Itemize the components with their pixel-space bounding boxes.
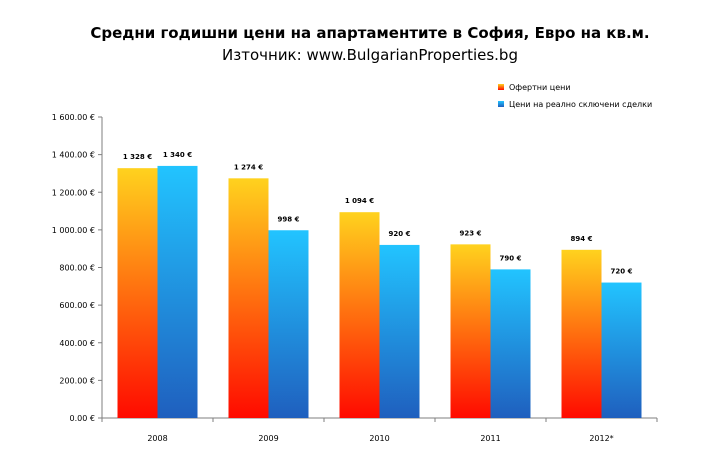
legend-swatch-deal — [498, 101, 504, 107]
legend-label-deal: Цени на реално сключени сделки — [509, 100, 652, 109]
bars — [117, 165, 642, 418]
x-tick-label: 2010 — [369, 434, 389, 443]
data-label: 998 € — [278, 215, 300, 223]
x-tick-label: 2012* — [589, 434, 613, 443]
bar-offer-2011 — [450, 244, 491, 418]
y-tick-label: 1 200.00 € — [52, 188, 95, 197]
data-label: 894 € — [571, 235, 593, 243]
y-tick-label: 1 000.00 € — [52, 226, 95, 235]
bar-offer-2012 — [561, 249, 602, 418]
y-tick-label: 200.00 € — [59, 376, 95, 385]
bar-deal-2009 — [268, 230, 309, 418]
data-labels: 1 328 € 1 340 € 1 274 € 998 € 1 094 € 920 € 92… — [123, 151, 633, 276]
data-label: 920 € — [389, 230, 411, 238]
data-label: 790 € — [500, 254, 522, 262]
y-tick-label: 800.00 € — [59, 264, 95, 273]
legend-label-offer: Офертни цени — [509, 83, 571, 92]
data-label: 720 € — [611, 268, 633, 276]
bar-offer-2010 — [339, 212, 380, 418]
y-tick-label: 0.00 € — [70, 414, 95, 423]
data-label: 1 328 € — [123, 153, 152, 161]
x-tick-label: 2008 — [147, 434, 167, 443]
bar-deal-2011 — [490, 269, 531, 418]
data-label: 1 094 € — [345, 197, 374, 205]
chart-subtitle: Източник: www.BulgarianProperties.bg — [222, 46, 518, 64]
y-tick-label: 400.00 € — [59, 339, 95, 348]
bar-deal-2010 — [379, 244, 420, 418]
legend-swatch-offer — [498, 84, 504, 90]
data-label: 923 € — [460, 229, 482, 237]
y-tick-label: 600.00 € — [59, 301, 95, 310]
y-tick-label: 1 400.00 € — [52, 151, 95, 160]
bar-offer-2009 — [228, 178, 269, 418]
x-tick-label: 2011 — [480, 434, 500, 443]
legend: Офертни цени Цени на реално сключени сдел… — [498, 83, 652, 109]
x-tick-label: 2009 — [258, 434, 278, 443]
data-label: 1 274 € — [234, 163, 263, 171]
data-label: 1 340 € — [163, 151, 192, 159]
bar-offer-2008 — [117, 168, 158, 418]
chart-title: Средни годишни цени на апартаментите в С… — [90, 24, 650, 42]
bar-deal-2012 — [601, 282, 642, 418]
y-tick-label: 1 600.00 € — [52, 113, 95, 122]
bar-deal-2008 — [157, 165, 198, 418]
